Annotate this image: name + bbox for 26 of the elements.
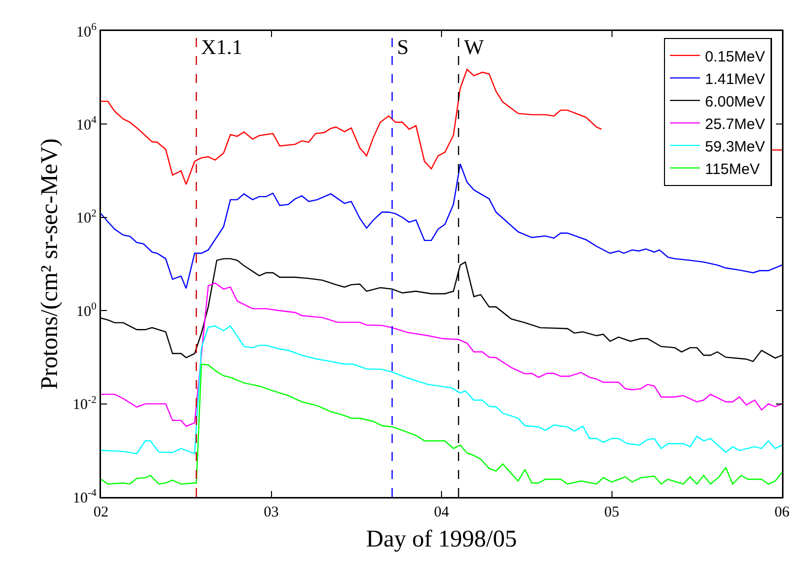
legend-label: 115MeV xyxy=(704,160,760,178)
x-tick-label: 05 xyxy=(604,504,620,520)
legend-label: 1.41MeV xyxy=(704,70,766,88)
ref-line-label: W xyxy=(464,35,484,59)
x-tick-label: 03 xyxy=(264,504,279,520)
line-series xyxy=(101,325,782,454)
line-series xyxy=(101,364,782,485)
ref-line-label: X1.1 xyxy=(201,35,242,59)
line-series xyxy=(101,282,782,427)
ref-line-label: S xyxy=(397,35,409,59)
legend-label: 25.7MeV xyxy=(704,116,766,133)
y-tick-label: 10$^{6}$ xyxy=(76,22,96,40)
y-tick-label: 10$^{-2}$ xyxy=(72,394,96,414)
x-tick-label: 04 xyxy=(434,504,450,520)
y-tick-label: 10$^{-4}$ xyxy=(72,488,98,506)
y-tick-label: 10$^{2}$ xyxy=(76,208,96,227)
legend-label: 6.00MeV xyxy=(704,93,766,110)
x-tick-label: 02 xyxy=(94,504,108,520)
line-series xyxy=(101,163,782,289)
x-axis-title: Day of 1998/05 xyxy=(366,526,517,553)
y-tick-label: 10$^{0}$ xyxy=(76,302,96,320)
legend-label: 59.3MeV xyxy=(704,138,766,156)
x-tick-label: 06 xyxy=(774,504,790,520)
y-axis-title: Protons/(cm² sr-sec-MeV) xyxy=(37,138,64,390)
legend-label: 0.15MeV xyxy=(704,48,766,66)
y-tick-label: 10$^{4}$ xyxy=(76,115,98,134)
